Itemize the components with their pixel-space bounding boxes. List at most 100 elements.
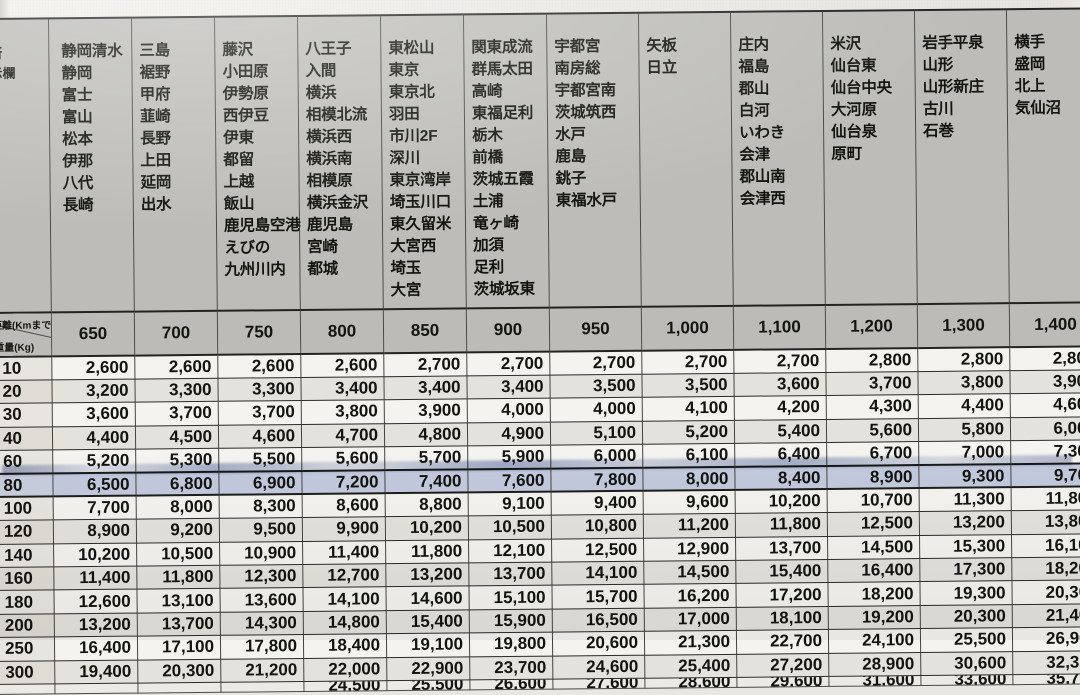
- rate-cell[interactable]: 20,600: [552, 631, 645, 656]
- rate-cell[interactable]: 4,400: [52, 425, 136, 450]
- rate-cell[interactable]: 4,600: [1010, 393, 1080, 418]
- rate-cell[interactable]: 17,200: [735, 582, 829, 608]
- rate-cell[interactable]: 13,100: [136, 588, 221, 613]
- rate-cell[interactable]: 2,800: [825, 348, 918, 373]
- rate-cell[interactable]: 14,500: [643, 560, 736, 585]
- distance-header-cell[interactable]: 900: [466, 307, 550, 353]
- rate-cell[interactable]: 3,800: [917, 370, 1011, 395]
- rate-cell[interactable]: 6,100: [642, 443, 735, 468]
- rate-cell[interactable]: 30,600: [920, 651, 1013, 676]
- rate-cell[interactable]: 18,200: [827, 581, 921, 607]
- rate-cell[interactable]: 8,000: [136, 495, 220, 520]
- rate-cell[interactable]: 9,300: [918, 464, 1012, 489]
- area-group-cell[interactable]: 藤沢 小田原 伊勢原 西伊豆 伊東 都留 上越 飯山 鹿児島空港 えびの 九州川内: [214, 16, 301, 311]
- rate-cell[interactable]: 3,600: [52, 402, 136, 427]
- distance-header-cell[interactable]: 850: [383, 308, 467, 354]
- rate-cell[interactable]: 3,400: [466, 374, 551, 400]
- rate-cell[interactable]: 20,300: [1011, 580, 1080, 605]
- rate-cell[interactable]: 32,300: [1012, 650, 1080, 675]
- rate-cell[interactable]: 28,900: [828, 652, 921, 677]
- rate-cell[interactable]: 11,800: [735, 512, 828, 537]
- rate-cell[interactable]: 8,800: [385, 492, 469, 517]
- rate-cell[interactable]: 2,800: [917, 347, 1010, 372]
- rate-cell[interactable]: 14,300: [220, 611, 304, 636]
- rate-cell[interactable]: 8,900: [53, 519, 137, 544]
- rate-cell[interactable]: 4,000: [467, 398, 551, 423]
- rate-cell[interactable]: 11,800: [136, 565, 220, 590]
- distance-header-cell[interactable]: 650: [51, 311, 135, 357]
- rate-cell[interactable]: 14,500: [827, 535, 920, 560]
- rate-cell[interactable]: 22,000: [303, 657, 387, 682]
- rate-cell[interactable]: 19,400: [54, 659, 138, 684]
- rate-cell[interactable]: 15,400: [735, 559, 828, 584]
- rate-cell[interactable]: 2,600: [134, 354, 218, 379]
- area-group-cell[interactable]: 静岡清水 静岡 富士 富山 松本 伊那 八代 長崎: [48, 17, 135, 313]
- rate-cell[interactable]: 11,400: [53, 566, 137, 591]
- rate-cell[interactable]: 23,700: [469, 655, 553, 680]
- rate-cell[interactable]: 10,800: [551, 514, 644, 539]
- rate-cell[interactable]: 8,400: [734, 465, 828, 491]
- rate-cell[interactable]: 3,400: [300, 376, 385, 401]
- rate-cell[interactable]: 20,300: [137, 658, 221, 684]
- rate-cell[interactable]: 2,700: [383, 352, 467, 377]
- rate-cell[interactable]: 3,700: [135, 401, 219, 426]
- rate-cell[interactable]: 25,400: [644, 653, 737, 679]
- rate-cell[interactable]: 3,400: [383, 375, 468, 400]
- rate-cell[interactable]: 9,500: [219, 517, 303, 542]
- rate-cell[interactable]: 16,400: [827, 558, 920, 583]
- rate-cell[interactable]: 13,600: [219, 587, 304, 613]
- rate-cell[interactable]: 17,800: [220, 634, 304, 659]
- rate-cell[interactable]: 16,500: [552, 608, 645, 633]
- rate-cell[interactable]: 6,000: [550, 444, 643, 469]
- rate-cell[interactable]: 7,700: [53, 495, 137, 521]
- area-group-cell[interactable]: 米沢 仙台東 仙台中央 大河原 仙台泉 原町: [822, 10, 918, 305]
- rate-cell[interactable]: 9,200: [136, 518, 220, 543]
- rate-cell[interactable]: 9,400: [551, 491, 644, 516]
- rate-cell[interactable]: 16,100: [1011, 533, 1080, 558]
- rate-cell[interactable]: 4,700: [301, 423, 385, 448]
- rate-cell[interactable]: 15,400: [386, 609, 470, 634]
- rate-cell[interactable]: 11,400: [302, 540, 386, 565]
- rate-cell[interactable]: 6,800: [135, 471, 220, 496]
- rate-cell[interactable]: 24,600: [552, 654, 645, 680]
- rate-cell[interactable]: 7,400: [384, 469, 469, 494]
- distance-header-cell[interactable]: 950: [549, 306, 642, 352]
- rate-cell[interactable]: 6,000: [1010, 416, 1080, 441]
- distance-header-cell[interactable]: 1,100: [733, 304, 826, 350]
- rate-cell[interactable]: 4,200: [734, 395, 827, 421]
- rate-cell[interactable]: 11,200: [643, 513, 736, 538]
- rate-cell[interactable]: 5,100: [550, 420, 643, 446]
- rate-cell[interactable]: 5,900: [467, 445, 551, 470]
- rate-cell[interactable]: 3,700: [218, 400, 302, 425]
- rate-cell[interactable]: 5,600: [301, 446, 385, 471]
- area-group-cell[interactable]: 宇都宮 南房総 宇都宮南 茨城筑西 水戸 鹿島 銚子 東福水戸: [546, 12, 642, 308]
- rate-cell[interactable]: 21,400: [1012, 603, 1080, 628]
- rate-cell[interactable]: 13,200: [385, 562, 469, 588]
- rate-cell[interactable]: 10,500: [136, 541, 220, 567]
- rate-cell[interactable]: 17,000: [644, 607, 737, 632]
- rate-cell[interactable]: 5,300: [135, 448, 219, 473]
- rate-cell[interactable]: 19,800: [469, 632, 553, 657]
- rate-cell[interactable]: 16,200: [643, 583, 737, 609]
- rate-cell[interactable]: 13,200: [919, 510, 1012, 536]
- rate-cell[interactable]: 2,800: [1009, 346, 1080, 371]
- rate-cell[interactable]: 3,600: [733, 372, 827, 397]
- rate-cell[interactable]: 12,600: [53, 589, 138, 614]
- rate-cell[interactable]: 15,900: [469, 608, 553, 634]
- rate-cell[interactable]: 6,700: [826, 441, 919, 466]
- rate-cell[interactable]: 7,200: [301, 470, 386, 495]
- rate-cell[interactable]: 17,100: [137, 635, 221, 660]
- rate-cell[interactable]: 3,300: [217, 377, 302, 402]
- area-group-cell[interactable]: 岩手平泉 山形 山形新庄 古川 石巻: [914, 9, 1010, 305]
- rate-cell[interactable]: 12,300: [219, 564, 303, 589]
- rate-cell[interactable]: 7,800: [550, 467, 644, 492]
- rate-cell[interactable]: 4,600: [218, 424, 302, 449]
- rate-cell[interactable]: 5,200: [52, 449, 136, 474]
- area-group-cell[interactable]: 関東成流 群馬太田 高崎 東福足利 栃木 前橋 茨城五霞 土浦 竜ヶ崎 加須 足利 茨城坂東: [463, 13, 550, 309]
- rate-cell[interactable]: 20,300: [920, 604, 1013, 629]
- area-group-cell[interactable]: 横手 盛岡 北上 気仙沼: [1006, 8, 1080, 304]
- rate-cell[interactable]: 17,300: [919, 557, 1012, 582]
- rate-cell[interactable]: 8,000: [642, 466, 736, 492]
- rate-cell[interactable]: 21,300: [644, 630, 737, 655]
- rate-cell[interactable]: 6,900: [218, 470, 303, 496]
